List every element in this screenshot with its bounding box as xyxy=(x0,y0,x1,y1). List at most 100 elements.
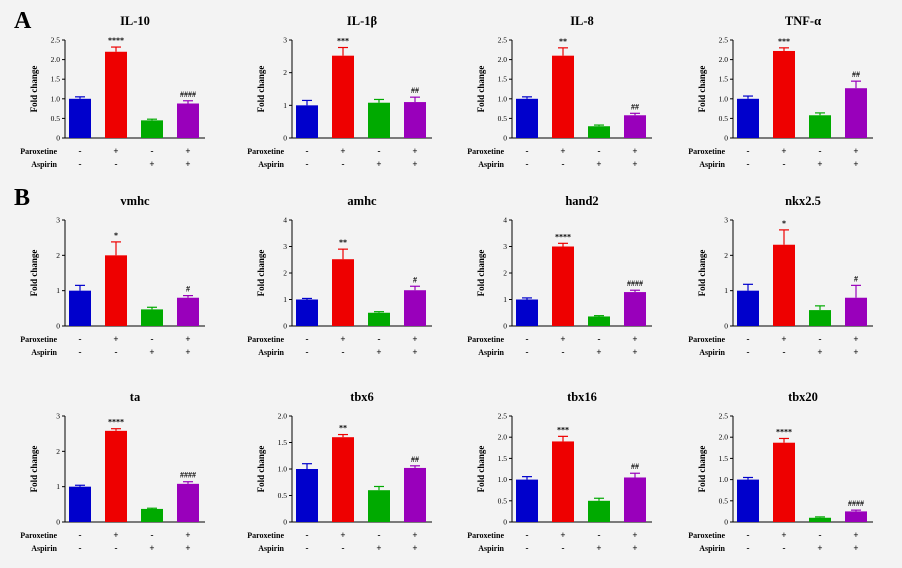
chart3-significance-2: ** xyxy=(559,37,567,46)
chart2-row-label-paroxetine: Paroxetine xyxy=(247,147,284,156)
chart8-paroxetine-sign-1: - xyxy=(747,334,750,344)
chart4-aspirin-sign-1: - xyxy=(747,159,750,169)
chart6-ytick-label: 4 xyxy=(283,216,287,225)
chart10-significance-2: ** xyxy=(339,424,347,433)
chart9-bar-2 xyxy=(105,430,127,522)
chart9-title: ta xyxy=(130,390,141,404)
chart1-bar-3 xyxy=(141,120,163,138)
chart11-ytick-label: 0 xyxy=(503,518,507,527)
chart7-row-label-aspirin: Aspirin xyxy=(478,348,504,357)
chart11-row-label-aspirin: Aspirin xyxy=(478,544,504,553)
chart12-ytick-label: 2.5 xyxy=(719,412,729,421)
chart11-ytick-label: 2.5 xyxy=(498,412,508,421)
chart2-aspirin-sign-2: - xyxy=(342,159,345,169)
chart2-bar-2 xyxy=(332,55,354,138)
chart7-ytick-label: 2 xyxy=(503,269,507,278)
chart2-paroxetine-sign-4: + xyxy=(412,146,417,156)
chart12-row-label-aspirin: Aspirin xyxy=(699,544,725,553)
chart6-paroxetine-sign-1: - xyxy=(306,334,309,344)
chart1-ytick-label: 1.0 xyxy=(51,94,61,103)
chart11-paroxetine-sign-3: - xyxy=(598,530,601,540)
chart2-significance-4: ## xyxy=(411,86,419,95)
chart8-row-label-aspirin: Aspirin xyxy=(699,348,725,357)
chart10-aspirin-sign-1: - xyxy=(306,543,309,553)
chart6-ytick-label: 0 xyxy=(283,322,287,331)
chart2-paroxetine-sign-2: + xyxy=(340,146,345,156)
chart6-ylabel: Fold change xyxy=(256,250,266,297)
chart4-row-label-paroxetine: Paroxetine xyxy=(688,147,725,156)
chart8-bar-2 xyxy=(773,244,795,326)
chart12-paroxetine-sign-2: + xyxy=(781,530,786,540)
chart3-bar-3 xyxy=(588,126,610,138)
chart4-ytick-label: 0.5 xyxy=(719,114,729,123)
chart6-title: amhc xyxy=(347,194,377,208)
chart10-paroxetine-sign-4: + xyxy=(412,530,417,540)
chart8-aspirin-sign-3: + xyxy=(817,347,822,357)
chart6-paroxetine-sign-2: + xyxy=(340,334,345,344)
chart12-bar-2 xyxy=(773,442,795,522)
chart9-ylabel: Fold change xyxy=(29,446,39,493)
chart9-bar-1 xyxy=(69,486,91,522)
chart10-paroxetine-sign-3: - xyxy=(378,530,381,540)
chart2-title: IL-1β xyxy=(347,14,378,28)
chart2-paroxetine-sign-3: - xyxy=(378,146,381,156)
chart9-paroxetine-sign-4: + xyxy=(185,530,190,540)
chart10-significance-4: ## xyxy=(411,455,419,464)
chart12-ytick-label: 1.0 xyxy=(719,475,729,484)
chart9-paroxetine-sign-2: + xyxy=(113,530,118,540)
chart4-bar-2 xyxy=(773,50,795,139)
chart3-bar-4 xyxy=(624,115,646,138)
chart1-title: IL-10 xyxy=(120,14,150,28)
chart8-ylabel: Fold change xyxy=(697,250,707,297)
chart5-ylabel: Fold change xyxy=(29,250,39,297)
chart2-bar-3 xyxy=(368,102,390,138)
chart8-bar-4 xyxy=(845,297,867,326)
chart6-aspirin-sign-1: - xyxy=(306,347,309,357)
chart9-paroxetine-sign-3: - xyxy=(151,530,154,540)
chart5-significance-4: # xyxy=(186,285,190,294)
chart12-ytick-label: 0 xyxy=(724,518,728,527)
chart4-aspirin-sign-4: + xyxy=(853,159,858,169)
chart9-bar-4 xyxy=(177,483,199,522)
chart5-ytick-label: 0 xyxy=(56,322,60,331)
chart10-aspirin-sign-2: - xyxy=(342,543,345,553)
chart9-paroxetine-sign-1: - xyxy=(79,530,82,540)
chart8-significance-4: # xyxy=(854,274,858,283)
chart5-significance-2: * xyxy=(114,231,118,240)
chart3-ytick-label: 1.0 xyxy=(498,94,508,103)
chart2-row-label-aspirin: Aspirin xyxy=(258,160,284,169)
chart11-aspirin-sign-4: + xyxy=(632,543,637,553)
chart7-title: hand2 xyxy=(565,194,598,208)
chart6-row-label-aspirin: Aspirin xyxy=(258,348,284,357)
chart3-ytick-label: 2.0 xyxy=(498,55,508,64)
chart7-significance-2: **** xyxy=(555,232,571,241)
chart8-significance-2: * xyxy=(782,219,786,228)
chart12-ytick-label: 2.0 xyxy=(719,433,729,442)
chart7-ylabel: Fold change xyxy=(476,250,486,297)
chart8-bar-1 xyxy=(737,290,759,326)
chart8-paroxetine-sign-2: + xyxy=(781,334,786,344)
chart12-bar-1 xyxy=(737,479,759,522)
chart12-significance-2: **** xyxy=(776,427,792,436)
chart8-ytick-label: 2 xyxy=(724,251,728,260)
chart12-bar-4 xyxy=(845,511,867,522)
chart9-ytick-label: 3 xyxy=(56,412,60,421)
chart11-ytick-label: 0.5 xyxy=(498,496,508,505)
chart10-ytick-label: 0.5 xyxy=(278,491,288,500)
chart3-aspirin-sign-3: + xyxy=(596,159,601,169)
chart11-bar-4 xyxy=(624,477,646,522)
chart12-aspirin-sign-4: + xyxy=(853,543,858,553)
chart11-title: tbx16 xyxy=(567,390,597,404)
chart11-aspirin-sign-2: - xyxy=(562,543,565,553)
chart2-bar-4 xyxy=(404,102,426,138)
chart3-significance-4: ## xyxy=(631,102,639,111)
chart6-paroxetine-sign-4: + xyxy=(412,334,417,344)
chart5-bar-1 xyxy=(69,290,91,326)
chart1-ytick-label: 1.5 xyxy=(51,75,61,84)
chart6-row-label-paroxetine: Paroxetine xyxy=(247,335,284,344)
chart6-ytick-label: 1 xyxy=(283,295,287,304)
chart10-paroxetine-sign-1: - xyxy=(306,530,309,540)
chart10-ytick-label: 1.0 xyxy=(278,465,288,474)
chart7-aspirin-sign-2: - xyxy=(562,347,565,357)
